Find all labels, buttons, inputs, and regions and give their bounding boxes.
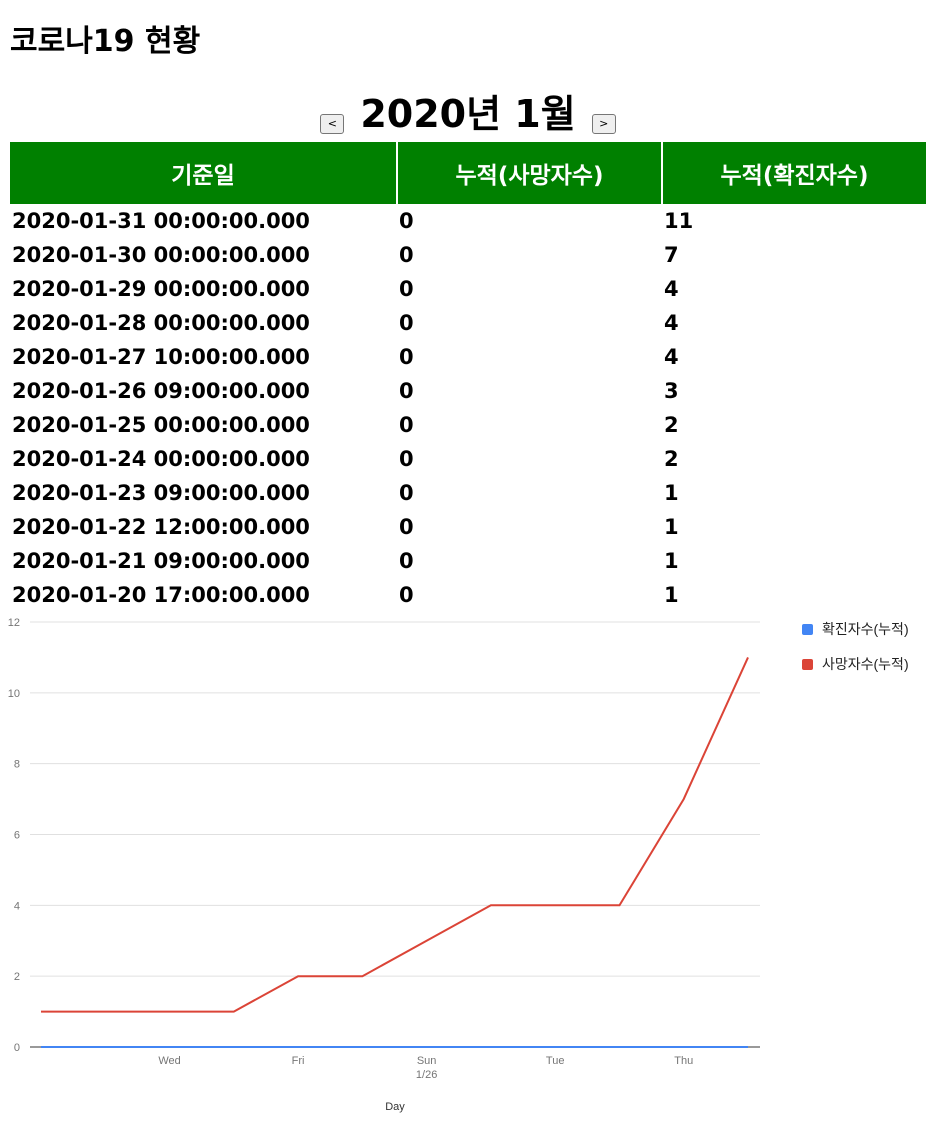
- y-tick-label: 10: [8, 688, 20, 700]
- cell-confirmed: 2: [664, 447, 679, 471]
- cell-confirmed: 4: [664, 311, 679, 335]
- y-tick-label: 0: [14, 1042, 20, 1054]
- cell-deaths: 0: [399, 345, 414, 369]
- line-chart: 0 2 4 6 8 10 12 Wed Fri Sun 1/26 Tue Thu Day 확진자수(누적) 사…: [0, 612, 936, 1122]
- x-tick-label: Fri: [292, 1055, 305, 1067]
- table-row: 2020-01-20 17:00:00.000 0 1: [10, 578, 926, 612]
- cell-deaths: 0: [399, 549, 414, 573]
- legend-swatch: [802, 659, 813, 670]
- cell-deaths: 0: [399, 379, 414, 403]
- table-row: 2020-01-29 00:00:00.000 0 4: [10, 272, 926, 306]
- x-tick-label: Thu: [674, 1055, 693, 1067]
- y-tick-label: 2: [14, 971, 20, 983]
- cell-deaths: 0: [399, 447, 414, 471]
- cell-date: 2020-01-28 00:00:00.000: [12, 311, 310, 335]
- table-row: 2020-01-28 00:00:00.000 0 4: [10, 306, 926, 340]
- cell-deaths: 0: [399, 583, 414, 607]
- table-row: 2020-01-22 12:00:00.000 0 1: [10, 510, 926, 544]
- cell-date: 2020-01-26 09:00:00.000: [12, 379, 310, 403]
- table-row: 2020-01-31 00:00:00.000 0 11: [10, 204, 926, 238]
- cell-date: 2020-01-27 10:00:00.000: [12, 345, 310, 369]
- cell-confirmed: 1: [664, 549, 679, 573]
- prev-month-button[interactable]: <: [320, 114, 345, 134]
- table-row: 2020-01-21 09:00:00.000 0 1: [10, 544, 926, 578]
- legend-label: 확진자수(누적): [822, 621, 909, 637]
- cell-confirmed: 3: [664, 379, 679, 403]
- cell-deaths: 0: [399, 209, 414, 233]
- x-tick-label: Sun: [417, 1055, 437, 1067]
- cell-confirmed: 2: [664, 413, 679, 437]
- x-axis-title: Day: [385, 1101, 405, 1113]
- y-tick-label: 6: [14, 830, 20, 842]
- cell-date: 2020-01-23 09:00:00.000: [12, 481, 310, 505]
- header-date: 기준일: [10, 142, 398, 204]
- x-tick-sublabel: 1/26: [416, 1069, 437, 1081]
- cell-confirmed: 11: [664, 209, 694, 233]
- cell-date: 2020-01-21 09:00:00.000: [12, 549, 310, 573]
- line-chart-svg: 0 2 4 6 8 10 12 Wed Fri Sun 1/26 Tue Thu Day 확진자수(누적) 사…: [8, 617, 909, 1113]
- cell-date: 2020-01-22 12:00:00.000: [12, 515, 310, 539]
- covid-data-table: 기준일 누적(사망자수) 누적(확진자수) 2020-01-31 00:00:0…: [10, 142, 926, 612]
- cell-date: 2020-01-29 00:00:00.000: [12, 277, 310, 301]
- cell-deaths: 0: [399, 277, 414, 301]
- table-header-row: 기준일 누적(사망자수) 누적(확진자수): [10, 142, 926, 204]
- cell-confirmed: 1: [664, 583, 679, 607]
- cell-date: 2020-01-30 00:00:00.000: [12, 243, 310, 267]
- series-line-2: [41, 656, 749, 1013]
- cell-deaths: 0: [399, 515, 414, 539]
- header-deaths: 누적(사망자수): [397, 142, 663, 204]
- cell-date: 2020-01-25 00:00:00.000: [12, 413, 310, 437]
- table-row: 2020-01-30 00:00:00.000 0 7: [10, 238, 926, 272]
- table-row: 2020-01-24 00:00:00.000 0 2: [10, 442, 926, 476]
- legend-label: 사망자수(누적): [822, 656, 909, 672]
- month-title: 2020년 1월: [360, 92, 576, 136]
- x-tick-label: Wed: [158, 1055, 180, 1067]
- cell-deaths: 0: [399, 413, 414, 437]
- table-row: 2020-01-25 00:00:00.000 0 2: [10, 408, 926, 442]
- cell-date: 2020-01-24 00:00:00.000: [12, 447, 310, 471]
- cell-deaths: 0: [399, 481, 414, 505]
- page-title: 코로나19 현황: [10, 24, 201, 59]
- cell-confirmed: 4: [664, 277, 679, 301]
- table-row: 2020-01-23 09:00:00.000 0 1: [10, 476, 926, 510]
- cell-confirmed: 7: [664, 243, 679, 267]
- y-tick-label: 12: [8, 617, 20, 629]
- month-navigation: < 2020년 1월 >: [0, 88, 936, 140]
- y-tick-label: 4: [14, 900, 20, 912]
- table-row: 2020-01-27 10:00:00.000 0 4: [10, 340, 926, 374]
- cell-deaths: 0: [399, 243, 414, 267]
- y-tick-label: 8: [14, 759, 20, 771]
- cell-deaths: 0: [399, 311, 414, 335]
- cell-date: 2020-01-20 17:00:00.000: [12, 583, 310, 607]
- next-month-button[interactable]: >: [591, 114, 616, 134]
- header-confirmed: 누적(확진자수): [662, 142, 926, 204]
- cell-confirmed: 1: [664, 515, 679, 539]
- cell-date: 2020-01-31 00:00:00.000: [12, 209, 310, 233]
- legend-swatch: [802, 624, 813, 635]
- x-tick-label: Tue: [546, 1055, 565, 1067]
- cell-confirmed: 4: [664, 345, 679, 369]
- table-row: 2020-01-26 09:00:00.000 0 3: [10, 374, 926, 408]
- cell-confirmed: 1: [664, 481, 679, 505]
